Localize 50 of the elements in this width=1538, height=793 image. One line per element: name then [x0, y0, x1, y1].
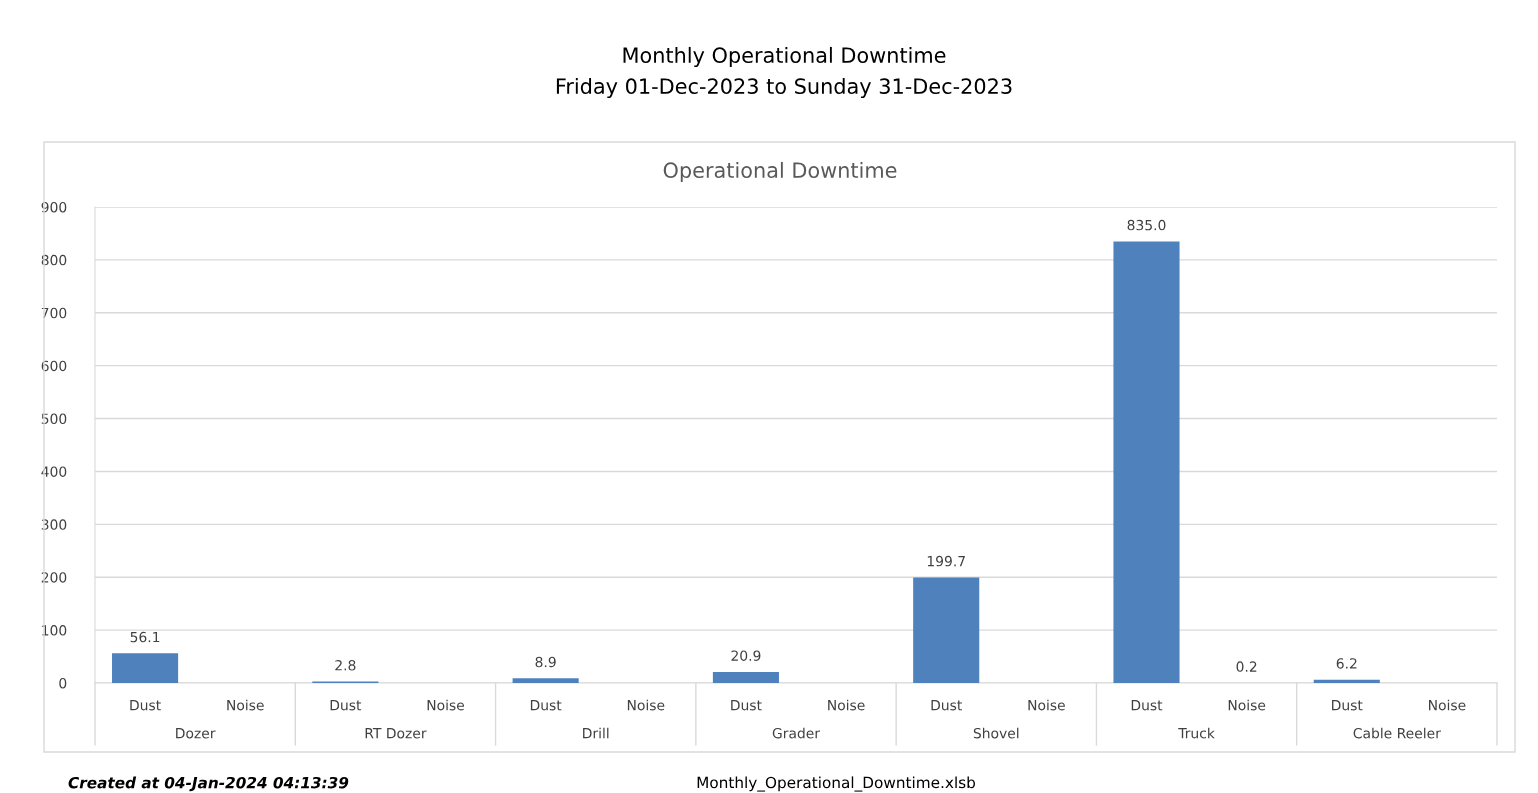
x-tick-label: Noise	[828, 699, 865, 711]
y-tick-label: 200	[41, 572, 67, 583]
text: Created at 04-Jan-2024 04:13:39	[68, 776, 349, 792]
data-label: 2.8	[335, 659, 356, 671]
bar	[913, 577, 980, 683]
text: Dozer	[176, 728, 216, 739]
chart-subtitle: Friday 01-Dec-2023 to Sunday 31-Dec-2023	[556, 77, 1012, 99]
data-label: 6.2	[1336, 658, 1357, 669]
bar	[112, 653, 179, 683]
text: Shovel	[973, 727, 1019, 739]
bar	[512, 678, 579, 683]
x-tick-label: Noise	[627, 699, 665, 711]
x-tick-label: Dust	[1131, 700, 1163, 711]
chart-title: Monthly Operational Downtime	[623, 46, 946, 68]
y-tick-label: 100	[42, 625, 67, 636]
data-label: 20.9	[731, 650, 761, 661]
y-tick-label: 600	[41, 360, 67, 372]
y-tick-label: 400	[41, 466, 67, 477]
data-label: 56.1	[130, 631, 160, 643]
bar	[1113, 241, 1180, 683]
y-tick-label: 0	[59, 677, 67, 689]
bar	[712, 671, 779, 683]
x-tick-label: Noise	[1028, 699, 1065, 711]
text: Drill	[583, 727, 609, 739]
x-tick-label: Noise	[1429, 699, 1466, 711]
x-tick-label: Noise	[1228, 699, 1266, 711]
data-label: 0.2	[1236, 661, 1257, 672]
x-tick-label: Dust	[1332, 700, 1363, 711]
bar	[1313, 679, 1380, 683]
data-label: 835.0	[1127, 219, 1166, 231]
data-label: 199.7	[927, 555, 965, 567]
x-tick-label: Dust	[330, 700, 362, 711]
y-tick-label: 700	[41, 307, 67, 319]
data-label: 8.9	[535, 656, 556, 668]
text: Cable Reeler	[1353, 727, 1441, 739]
x-tick-label: Noise	[227, 699, 264, 711]
y-tick-label: 900	[41, 201, 67, 213]
x-tick-label: Noise	[427, 699, 465, 711]
y-tick-label: 500	[41, 413, 67, 425]
x-tick-label: Dust	[530, 700, 562, 711]
text: Monthly_Operational_Downtime.xlsb	[697, 776, 976, 792]
text: Truck	[1178, 727, 1215, 739]
text: RT Dozer	[365, 728, 427, 739]
y-tick-label: 800	[41, 254, 67, 266]
x-tick-label: Dust	[731, 700, 762, 711]
y-tick-label: 300	[41, 519, 67, 530]
text: Operational Downtime	[663, 161, 897, 183]
x-tick-label: Dust	[931, 700, 962, 711]
text: Grader	[772, 727, 821, 739]
x-tick-label: Dust	[130, 700, 161, 711]
